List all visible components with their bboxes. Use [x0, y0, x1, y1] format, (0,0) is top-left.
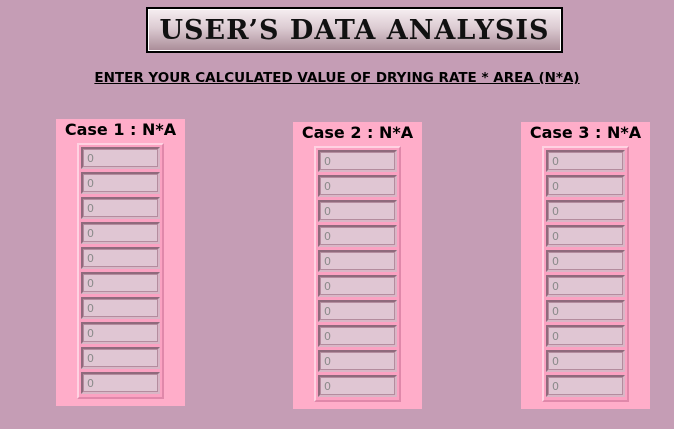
case-1-value-input-1[interactable]	[84, 150, 157, 166]
case-1-value-input-7[interactable]	[84, 300, 157, 316]
case-1-field-frame	[81, 172, 160, 194]
case-1-value-input-2[interactable]	[84, 175, 157, 191]
case-1-field-frame	[81, 322, 160, 344]
case-3-value-input-3[interactable]	[549, 203, 622, 219]
case-3-value-input-10[interactable]	[549, 378, 622, 394]
case-1-value-input-8[interactable]	[84, 325, 157, 341]
case-2-value-input-10[interactable]	[321, 378, 394, 394]
case-3-field-frame	[546, 325, 625, 347]
case-1-value-input-4[interactable]	[84, 225, 157, 241]
case-3-field-frame	[546, 375, 625, 397]
instructions-heading: ENTER YOUR CALCULATED VALUE OF DRYING RA…	[94, 70, 580, 86]
case-1-input-column	[77, 143, 164, 399]
case-2-value-input-8[interactable]	[321, 328, 394, 344]
case-2-input-column	[314, 146, 401, 402]
case-3-value-input-5[interactable]	[549, 253, 622, 269]
case-1-value-input-6[interactable]	[84, 275, 157, 291]
case-2-field-frame	[318, 150, 397, 172]
case-2-value-input-9[interactable]	[321, 353, 394, 369]
case-1-value-input-3[interactable]	[84, 200, 157, 216]
case-1-field-frame	[81, 247, 160, 269]
case-label-1: Case 1 : N*A	[64, 120, 177, 139]
page-title: USER’S DATA ANALYSIS	[146, 7, 563, 53]
case-2-field-frame	[318, 200, 397, 222]
case-label-2: Case 2 : N*A	[301, 123, 414, 142]
case-label-3: Case 3 : N*A	[529, 123, 642, 142]
case-2-field-frame	[318, 175, 397, 197]
case-3-field-frame	[546, 300, 625, 322]
case-3-field-frame	[546, 175, 625, 197]
case-2-field-frame	[318, 300, 397, 322]
case-1-field-frame	[81, 372, 160, 394]
case-3-input-column	[542, 146, 629, 402]
case-2-field-frame	[318, 325, 397, 347]
case-2-field-frame	[318, 275, 397, 297]
case-1-field-frame	[81, 197, 160, 219]
case-2-value-input-3[interactable]	[321, 203, 394, 219]
case-2-value-input-5[interactable]	[321, 253, 394, 269]
case-3-field-frame	[546, 350, 625, 372]
case-1-field-frame	[81, 222, 160, 244]
case-1-field-frame	[81, 147, 160, 169]
case-2-field-frame	[318, 350, 397, 372]
case-2-field-frame	[318, 250, 397, 272]
case-2-value-input-1[interactable]	[321, 153, 394, 169]
case-3-value-input-2[interactable]	[549, 178, 622, 194]
case-2-field-frame	[318, 225, 397, 247]
case-1-field-frame	[81, 297, 160, 319]
case-3-value-input-4[interactable]	[549, 228, 622, 244]
case-1-field-frame	[81, 347, 160, 369]
case-2-value-input-7[interactable]	[321, 303, 394, 319]
case-3-value-input-9[interactable]	[549, 353, 622, 369]
case-1-value-input-10[interactable]	[84, 375, 157, 391]
case-panel-2: Case 2 : N*A	[293, 122, 422, 409]
case-3-field-frame	[546, 250, 625, 272]
case-1-value-input-9[interactable]	[84, 350, 157, 366]
case-1-value-input-5[interactable]	[84, 250, 157, 266]
page-title-text: USER’S DATA ANALYSIS	[159, 14, 550, 46]
case-3-field-frame	[546, 275, 625, 297]
case-3-value-input-8[interactable]	[549, 328, 622, 344]
case-3-value-input-1[interactable]	[549, 153, 622, 169]
case-3-field-frame	[546, 200, 625, 222]
case-3-value-input-6[interactable]	[549, 278, 622, 294]
case-3-field-frame	[546, 225, 625, 247]
case-3-field-frame	[546, 150, 625, 172]
case-3-value-input-7[interactable]	[549, 303, 622, 319]
case-panel-1: Case 1 : N*A	[56, 119, 185, 406]
case-2-value-input-2[interactable]	[321, 178, 394, 194]
case-2-field-frame	[318, 375, 397, 397]
case-1-field-frame	[81, 272, 160, 294]
case-panel-3: Case 3 : N*A	[521, 122, 650, 409]
case-2-value-input-6[interactable]	[321, 278, 394, 294]
case-2-value-input-4[interactable]	[321, 228, 394, 244]
